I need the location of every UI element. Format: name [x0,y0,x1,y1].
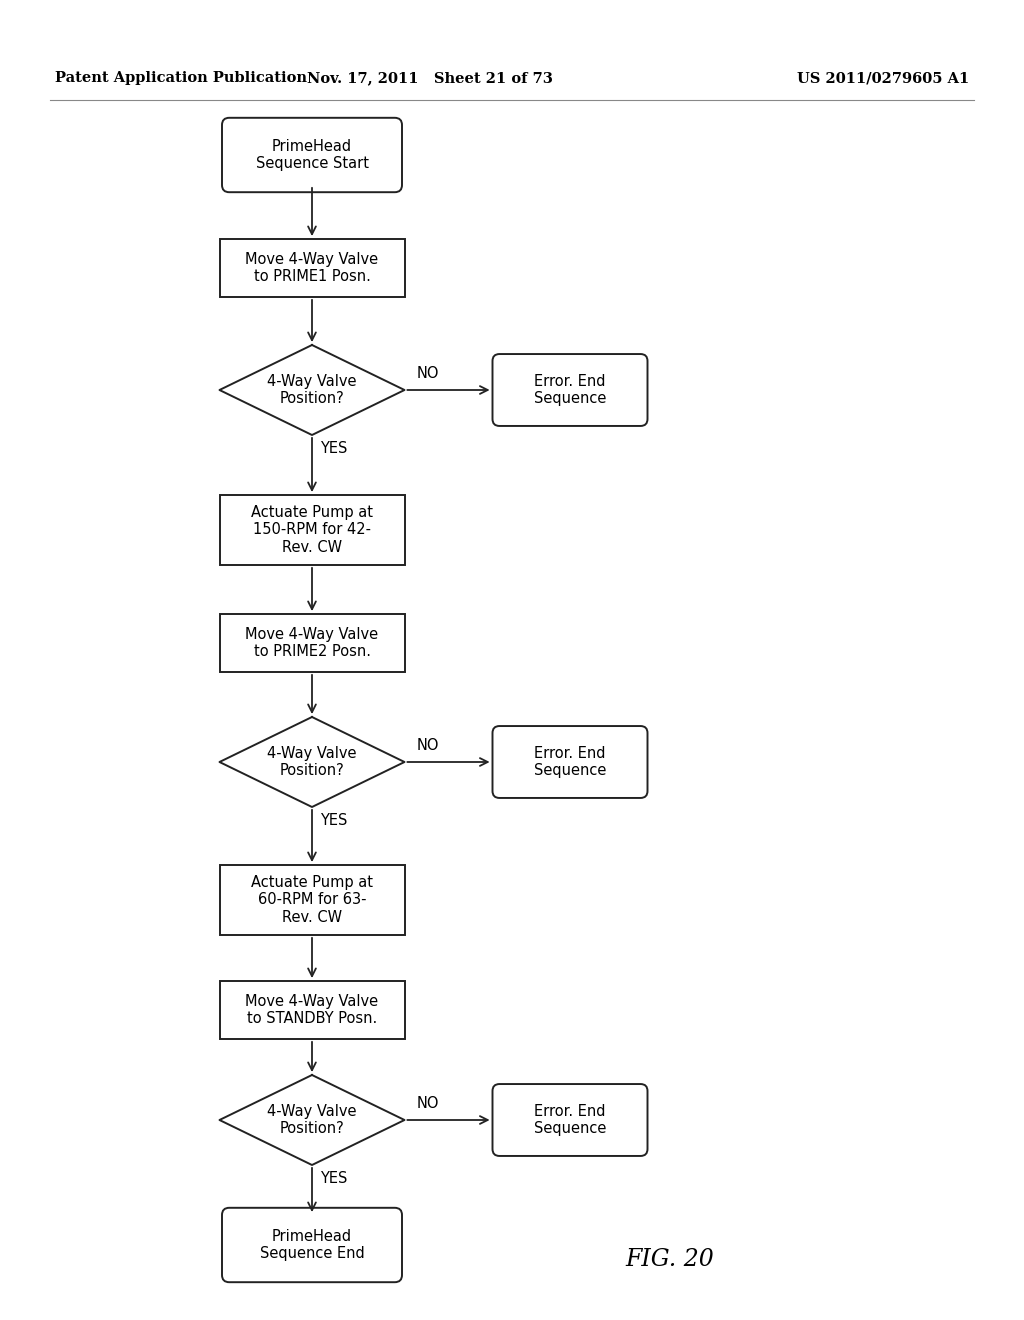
Text: YES: YES [319,441,347,455]
Bar [219,239,404,297]
Bar [219,495,404,565]
FancyBboxPatch shape [222,117,402,193]
Text: 4-Way Valve
Position?: 4-Way Valve Position? [267,1104,356,1137]
Text: Move 4-Way Valve
to PRIME2 Posn.: Move 4-Way Valve to PRIME2 Posn. [246,627,379,659]
Text: NO: NO [417,1096,439,1111]
Polygon shape [219,345,404,436]
Text: Move 4-Way Valve
to PRIME1 Posn.: Move 4-Way Valve to PRIME1 Posn. [246,252,379,284]
FancyBboxPatch shape [493,1084,647,1156]
FancyBboxPatch shape [493,354,647,426]
Text: 4-Way Valve
Position?: 4-Way Valve Position? [267,374,356,407]
Text: FIG. 20: FIG. 20 [626,1249,715,1271]
Text: Patent Application Publication: Patent Application Publication [55,71,307,84]
Text: YES: YES [319,813,347,828]
Text: PrimeHead
Sequence End: PrimeHead Sequence End [260,1229,365,1261]
FancyBboxPatch shape [493,726,647,799]
Bar [219,865,404,935]
FancyBboxPatch shape [222,1208,402,1282]
Polygon shape [219,1074,404,1166]
Text: Error. End
Sequence: Error. End Sequence [534,1104,606,1137]
Text: YES: YES [319,1171,347,1185]
Text: Actuate Pump at
150-RPM for 42-
Rev. CW: Actuate Pump at 150-RPM for 42- Rev. CW [251,506,373,554]
Bar [219,981,404,1039]
Polygon shape [219,717,404,807]
Text: Actuate Pump at
60-RPM for 63-
Rev. CW: Actuate Pump at 60-RPM for 63- Rev. CW [251,875,373,925]
Text: NO: NO [417,738,439,752]
Bar [219,614,404,672]
Text: PrimeHead
Sequence Start: PrimeHead Sequence Start [256,139,369,172]
Text: Nov. 17, 2011   Sheet 21 of 73: Nov. 17, 2011 Sheet 21 of 73 [307,71,553,84]
Text: US 2011/0279605 A1: US 2011/0279605 A1 [797,71,969,84]
Text: Move 4-Way Valve
to STANDBY Posn.: Move 4-Way Valve to STANDBY Posn. [246,994,379,1026]
Text: 4-Way Valve
Position?: 4-Way Valve Position? [267,746,356,779]
Text: Error. End
Sequence: Error. End Sequence [534,746,606,779]
Text: Error. End
Sequence: Error. End Sequence [534,374,606,407]
Text: NO: NO [417,366,439,381]
